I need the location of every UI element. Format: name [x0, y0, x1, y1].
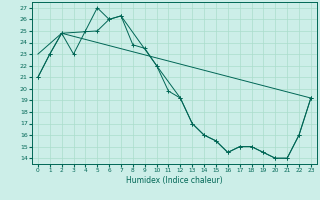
X-axis label: Humidex (Indice chaleur): Humidex (Indice chaleur)	[126, 176, 223, 185]
